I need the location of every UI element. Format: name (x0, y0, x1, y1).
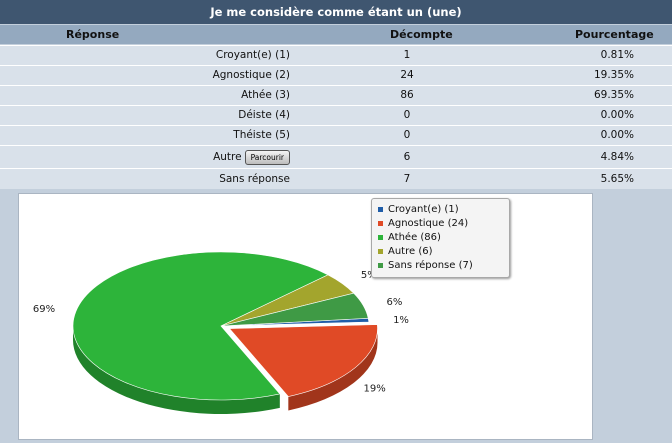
row-count: 24 (400, 69, 414, 81)
legend-label: Autre (6) (388, 246, 433, 257)
legend-swatch (378, 262, 383, 268)
legend-swatch (378, 234, 383, 240)
row-percent: 4.84% (600, 151, 634, 163)
legend-item: Athée (86) (378, 231, 441, 244)
row-label: Théiste (5) (233, 129, 290, 141)
table-row: Sans réponse 7 5.65% (0, 168, 672, 189)
legend-item: Agnostique (24) (378, 217, 468, 230)
pie-chart-panel: 1% 19% 69% 5% 6% Croyant(e) (1) Agnostique (2… (18, 193, 593, 440)
row-percent: 69.35% (593, 89, 634, 101)
header-response: Réponse (66, 28, 120, 41)
table-row: Théiste (5) 0 0.00% (0, 125, 672, 145)
row-label: Autre (213, 151, 242, 163)
browse-button[interactable]: Parcourir (244, 149, 290, 165)
row-label: Athée (3) (241, 89, 290, 101)
legend-label: Croyant(e) (1) (388, 204, 459, 215)
legend-item: Sans réponse (7) (378, 259, 473, 272)
legend-label: Sans réponse (7) (388, 260, 473, 271)
slice-label: 1% (393, 315, 409, 326)
table-row: Déiste (4) 0 0.00% (0, 105, 672, 125)
row-percent: 0.00% (600, 109, 634, 121)
pie-slice (228, 324, 378, 397)
legend-item: Croyant(e) (1) (378, 203, 459, 216)
slice-label: 6% (386, 297, 402, 308)
row-label-group: Autre Parcourir (213, 146, 290, 168)
row-percent: 0.00% (600, 129, 634, 141)
table-row: Autre Parcourir 6 4.84% (0, 145, 672, 168)
slice-label: 19% (363, 384, 385, 395)
pie-slice (220, 292, 369, 327)
pie-slice-side (288, 328, 378, 411)
row-count: 0 (403, 109, 411, 121)
chart-legend: Croyant(e) (1) Agnostique (24) Athée (86) A… (371, 198, 510, 278)
row-label: Agnostique (2) (212, 69, 290, 81)
table-row: Croyant(e) (1) 1 0.81% (0, 45, 672, 65)
question-title: Je me considère comme étant un (une) (0, 0, 672, 24)
header-count: Décompte (390, 28, 453, 41)
table-header: Réponse Décompte Pourcentage (0, 25, 672, 44)
legend-label: Athée (86) (388, 232, 441, 243)
pie-chart: 1% 19% 69% 5% 6% (33, 251, 409, 414)
row-label: Croyant(e) (1) (215, 49, 290, 61)
slice-label: 5% (361, 270, 377, 281)
pie-slice-side (73, 326, 280, 414)
row-percent: 5.65% (600, 173, 634, 185)
pie-slice (72, 251, 329, 401)
legend-swatch (378, 206, 383, 212)
legend-label: Agnostique (24) (388, 218, 469, 229)
table-row: Athée (3) 86 69.35% (0, 85, 672, 105)
row-count: 1 (403, 49, 411, 61)
row-label: Sans réponse (219, 173, 290, 185)
row-percent: 19.35% (593, 69, 634, 81)
table-row: Agnostique (2) 24 19.35% (0, 65, 672, 85)
legend-swatch (378, 220, 383, 226)
legend-swatch (378, 248, 383, 254)
header-percent: Pourcentage (575, 28, 654, 41)
row-count: 86 (400, 89, 414, 101)
row-label: Déiste (4) (238, 109, 290, 121)
slice-label: 69% (33, 304, 55, 315)
legend-item: Autre (6) (378, 245, 433, 258)
row-percent: 0.81% (600, 49, 634, 61)
row-count: 0 (403, 129, 411, 141)
row-count: 6 (403, 151, 411, 163)
row-count: 7 (403, 173, 411, 185)
